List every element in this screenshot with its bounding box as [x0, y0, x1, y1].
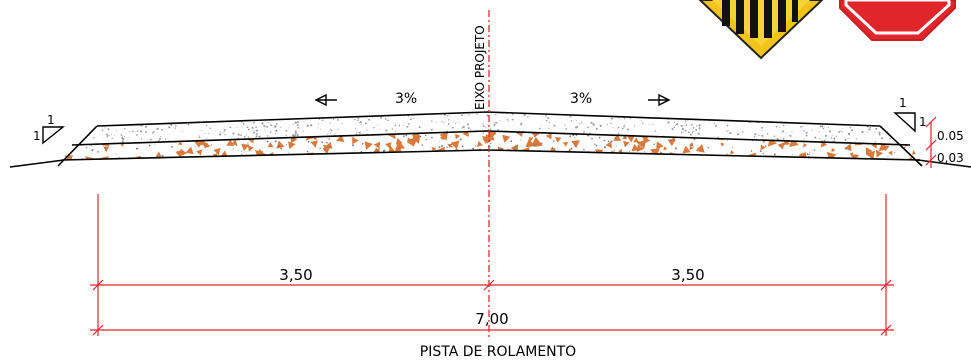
slope-triangle-right-rise: 1 — [899, 96, 907, 110]
slope-triangle-right-run: 1 — [919, 115, 927, 129]
warning-sign-icon — [698, 0, 824, 60]
slope-triangle-right: 1 1 — [893, 96, 927, 133]
pavement-outline — [9, 111, 971, 168]
dim-total-label: 7,00 — [475, 310, 508, 328]
dim-left-half-label: 3,50 — [279, 266, 312, 284]
thickness-bottom-label: 0,03 — [937, 151, 964, 165]
axis-label: EIXO PROJETO — [473, 25, 487, 110]
section-label: PISTA DE ROLAMENTO — [420, 344, 576, 360]
slope-right-label: 3% — [570, 91, 592, 107]
right-arrow-icon — [648, 93, 671, 107]
slope-triangle-left-run: 1 — [33, 129, 41, 143]
slope-triangle-left: 1 1 — [33, 113, 65, 145]
slope-left: 3% — [314, 91, 417, 107]
dimension-lines — [90, 194, 894, 336]
left-arrow-icon — [314, 93, 337, 107]
stop-sign-icon — [839, 0, 956, 41]
dim-right-half-label: 3,50 — [671, 266, 704, 284]
thickness-top-label: 0.05 — [937, 129, 964, 143]
thickness-dimension — [925, 116, 937, 168]
slope-triangle-left-rise: 1 — [47, 113, 55, 127]
slope-left-label: 3% — [395, 91, 417, 107]
slope-right: 3% — [570, 91, 671, 107]
